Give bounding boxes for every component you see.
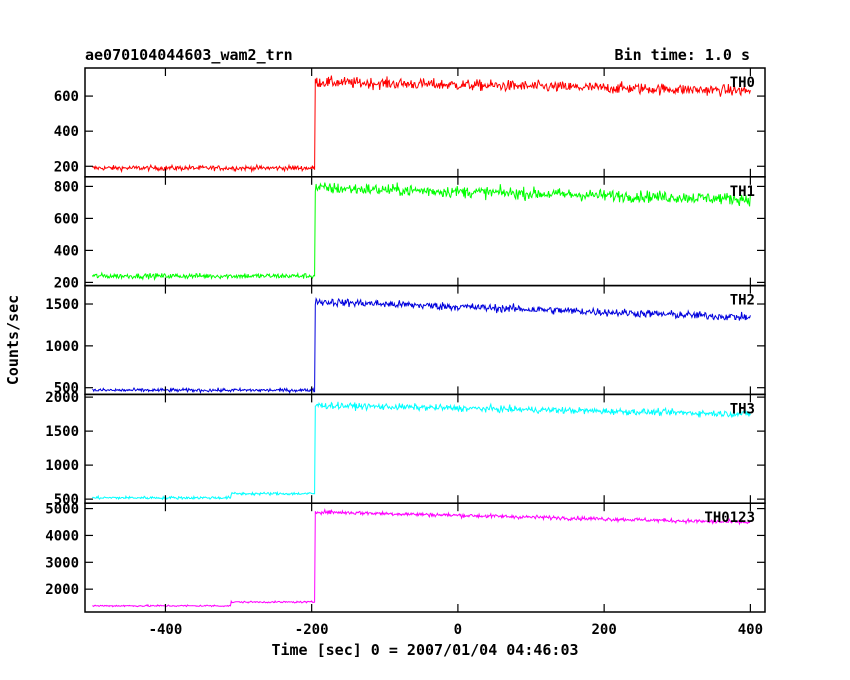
panel-label-th1: TH1 — [730, 184, 755, 200]
y-tick-label: 3000 — [45, 555, 79, 571]
y-tick-label: 200 — [54, 275, 79, 291]
y-tick-label: 600 — [54, 211, 79, 227]
series-line-th0 — [92, 75, 751, 174]
panel-frame-th2 — [84, 284, 766, 396]
series-line-th2 — [92, 296, 751, 395]
x-tick-label: -400 — [149, 622, 183, 638]
y-tick-label: 500 — [54, 381, 79, 397]
chart-subtitle: Bin time: 1.0 s — [615, 46, 750, 64]
y-tick-label: 1500 — [45, 424, 79, 440]
panel-label-th0: TH0 — [730, 75, 755, 91]
series-line-th1 — [91, 182, 751, 281]
x-axis-label: Time [sec] 0 = 2007/01/04 04:46:03 — [271, 641, 578, 659]
chart-title: ae070104044603_wam2_trn — [85, 46, 293, 64]
y-tick-label: 200 — [54, 159, 79, 175]
y-tick-label: 2000 — [45, 390, 79, 406]
y-tick-label: 400 — [54, 243, 79, 259]
x-tick-label: 0 — [454, 622, 462, 638]
y-tick-label: 2000 — [45, 582, 79, 598]
y-tick-label: 400 — [54, 124, 79, 140]
y-tick-label: 600 — [54, 89, 79, 105]
y-tick-label: 4000 — [45, 528, 79, 544]
panels-group: 200 400 600 TH0 200 400 600 800 TH1 500 1000 1500 TH… — [45, 67, 766, 638]
x-tick-label: 200 — [591, 622, 616, 638]
series-line-th3 — [92, 401, 751, 501]
panel-label-th2: TH2 — [730, 293, 755, 309]
y-tick-label: 1500 — [45, 297, 79, 313]
y-axis-label: Counts/sec — [4, 295, 22, 385]
y-tick-label: 500 — [54, 492, 79, 508]
x-tick-label: 400 — [738, 622, 763, 638]
panel-label-th3: TH3 — [730, 401, 755, 417]
y-tick-label: 800 — [54, 179, 79, 195]
series-line-th0123 — [92, 507, 751, 608]
panel-frame-th1 — [84, 176, 766, 287]
x-tick-label: -200 — [295, 622, 329, 638]
y-tick-label: 1000 — [45, 339, 79, 355]
panel-label-th0123: TH0123 — [704, 510, 755, 526]
panel-frame-th0123 — [84, 502, 766, 613]
y-tick-label: 5000 — [45, 502, 79, 518]
y-tick-label: 1000 — [45, 458, 79, 474]
